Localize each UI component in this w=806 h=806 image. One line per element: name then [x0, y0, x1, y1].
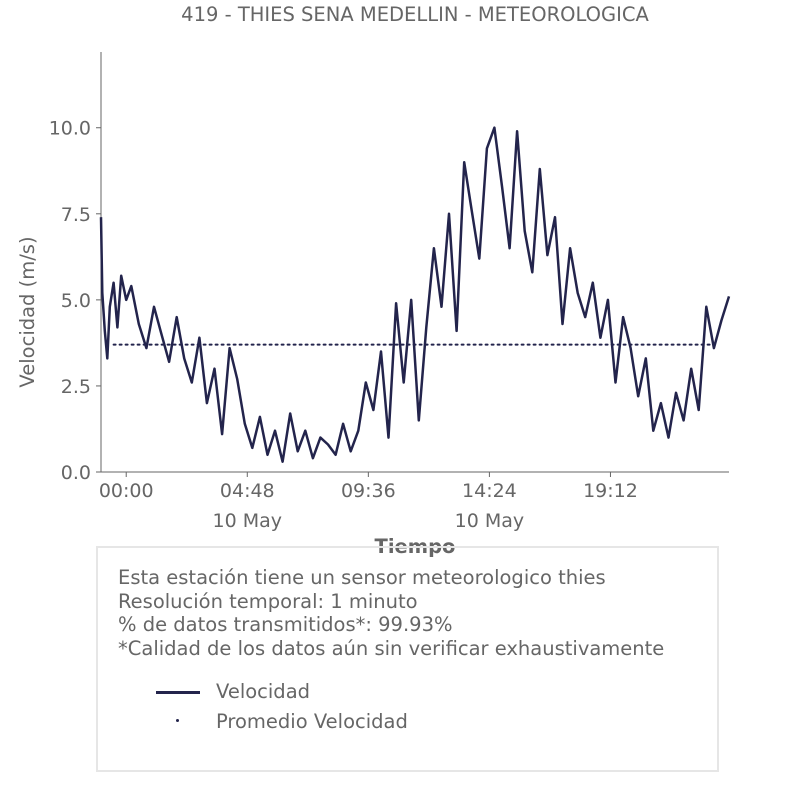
chart-title: 419 - THIES SENA MEDELLIN - METEOROLOGIC… [181, 3, 649, 26]
y-tick-label: 0.0 [61, 462, 91, 484]
y-tick-label: 7.5 [61, 204, 91, 226]
x-tick-sublabel: 10 May [455, 510, 525, 532]
x-tick-label: 09:36 [341, 480, 396, 502]
y-tick-label: 2.5 [61, 376, 91, 398]
y-tick-label: 5.0 [61, 290, 91, 312]
series-line-velocidad [99, 126, 731, 463]
y-axis-label: Velocidad (m/s) [16, 236, 39, 387]
chart-axes [96, 52, 729, 477]
y-tick-label: 10.0 [49, 118, 91, 140]
x-tick-sublabel: 10 May [213, 510, 283, 532]
x-tick-label: 00:00 [99, 480, 154, 502]
legend-label-promedio: Promedio Velocidad [216, 710, 408, 733]
chart-labels-layer: 0.0 2.5 5.0 7.5 10.0 00:00 04:48 10 May 09:36 14:… [16, 3, 649, 558]
x-tick-label: 04:48 [220, 480, 275, 502]
info-text: Esta estación tiene un sensor meteorolog… [118, 566, 664, 660]
x-tick-label: 14:24 [462, 480, 517, 502]
legend-label-velocidad: Velocidad [216, 680, 311, 703]
info-line-quality: *Calidad de los datos aún sin verificar … [118, 636, 665, 660]
info-box: Esta estación tiene un sensor meteorolog… [96, 546, 719, 772]
legend-swatch-solid [156, 691, 200, 694]
info-line-resolution: Resolución temporal: 1 minuto [118, 589, 418, 613]
info-line-transmitted: % de datos transmitidos*: 99.93% [118, 613, 453, 636]
x-tick-label: 19:12 [583, 480, 638, 502]
chart-series-layer [99, 126, 731, 463]
info-line-sensor: Esta estación tiene un sensor meteorolog… [118, 566, 606, 589]
